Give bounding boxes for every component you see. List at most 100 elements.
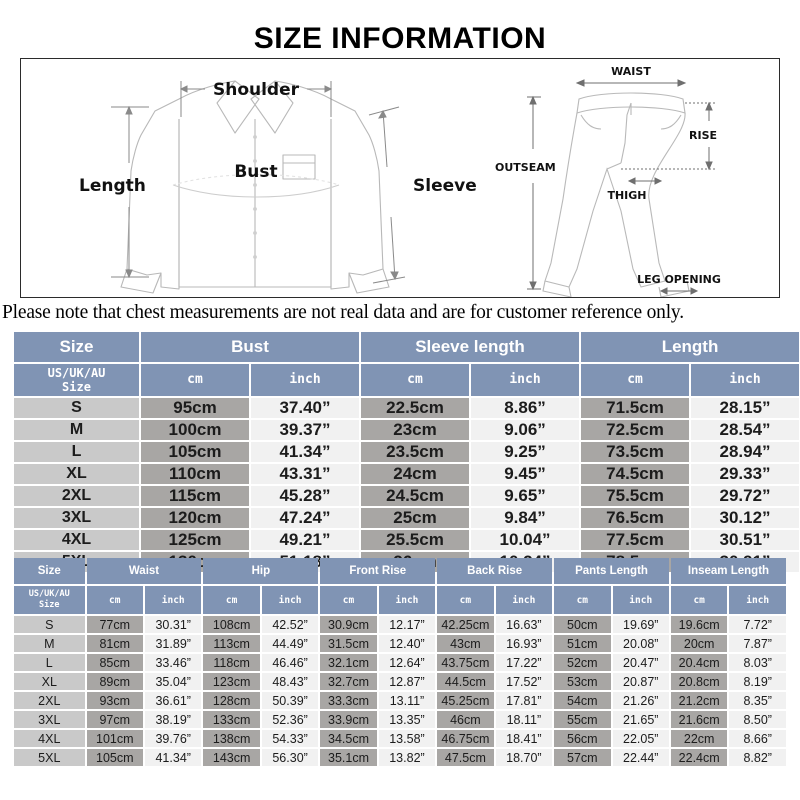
table_pants-pants_cm: 53cm [554,673,611,690]
table_pants-front_in: 12.87” [378,673,436,690]
unit-front-rise-inch: inch [378,586,436,614]
table_pants-waist_in: 30.31” [145,616,202,633]
table_pants-waist_in: 41.34” [145,749,202,766]
table_shirt-bust_cm: 115cm [141,486,249,506]
table_pants-inseam_in: 7.72” [729,616,786,633]
unit-pants-length-inch: inch [612,586,669,614]
table_shirt-bust_cm: 125cm [141,530,249,550]
table_pants-hip_in: 56.30” [261,749,319,766]
pants-label-outseam: OUTSEAM [495,161,556,174]
table-row: 2XL 115cm 45.28” 24.5cm 9.65” 75.5cm 29.72” [14,486,800,506]
table_pants-hip_cm: 128cm [203,692,260,709]
shirt-size-table: Size Bust Sleeve length Length US/UK/AU … [12,330,800,574]
unit-back-rise-cm: cm [437,586,494,614]
table_pants-waist_cm: 81cm [86,635,143,652]
unit-inseam-inch: inch [729,586,786,614]
table_pants-back_cm: 43cm [437,635,494,652]
table_pants-inseam_in: 8.82” [729,749,786,766]
table-header-group-row: Size Waist Hip Front Rise Back Rise Pant… [14,558,786,584]
table_pants-front_cm: 34.5cm [320,730,377,747]
size-header-line1: US/UK/AU [28,589,70,599]
table_pants-front_cm: 32.1cm [320,654,377,671]
table_pants-hip_cm: 133cm [203,711,260,728]
page-title: SIZE INFORMATION [253,22,547,55]
table_pants-pants_in: 22.44” [612,749,669,766]
table_pants-size: 2XL [14,692,85,709]
table_shirt-length_in: 30.12” [691,508,800,528]
table_shirt-length_cm: 73.5cm [581,442,690,462]
table_shirt-size: 2XL [14,486,139,506]
table_pants-back_in: 18.70” [495,749,553,766]
table_pants-back_in: 18.41” [495,730,553,747]
header-us-uk-au-size: US/UK/AU Size [14,364,139,396]
outseam-dimension-line [527,95,541,291]
header-us-uk-au-size: US/UK/AU Size [14,586,85,614]
table_shirt-bust_cm: 120cm [141,508,249,528]
table_shirt-sleeve_in: 8.86” [471,398,580,418]
table_pants-pants_cm: 52cm [554,654,611,671]
table_pants-waist_in: 33.46” [145,654,202,671]
table_pants-back_in: 16.93” [495,635,553,652]
unit-back-rise-inch: inch [495,586,553,614]
table_pants-waist_in: 31.89” [145,635,202,652]
table-row: 2XL 93cm 36.61” 128cm 50.39” 33.3cm 13.11” 45.2… [14,692,786,709]
table_pants-front_in: 13.35” [378,711,436,728]
table_pants-inseam_cm: 22cm [670,730,728,747]
header-hip: Hip [203,558,319,584]
table_shirt-bust_cm: 110cm [141,464,249,484]
table-row: 5XL 105cm 41.34” 143cm 56.30” 35.1cm 13.82” 47.… [14,749,786,766]
table_shirt-sleeve_cm: 24cm [361,464,469,484]
pants-size-table: Size Waist Hip Front Rise Back Rise Pant… [12,556,788,768]
table-header-group-row: Size Bust Sleeve length Length [14,332,800,362]
header-length: Length [581,332,800,362]
table_shirt-sleeve_in: 9.25” [471,442,580,462]
table_shirt-length_in: 28.94” [691,442,800,462]
header-inseam-length: Inseam Length [670,558,786,584]
table_pants-front_in: 13.58” [378,730,436,747]
table_pants-pants_cm: 57cm [554,749,611,766]
table_shirt-length_cm: 77.5cm [581,530,690,550]
table_pants-hip_cm: 113cm [203,635,260,652]
measurement-diagram-panel: Shoulder Length Sleeve [20,58,780,298]
table_shirt-sleeve_cm: 23.5cm [361,442,469,462]
unit-hip-inch: inch [261,586,319,614]
table_pants-inseam_in: 7.87” [729,635,786,652]
size-header-line2: Size [39,600,60,610]
table_shirt-sleeve_cm: 22.5cm [361,398,469,418]
table_pants-waist_cm: 77cm [86,616,143,633]
header-pants-length: Pants Length [554,558,669,584]
table-header-unit-row: US/UK/AU Size cm inch cm inch cm inch [14,364,800,396]
table_pants-hip_cm: 108cm [203,616,260,633]
table_pants-size: 4XL [14,730,85,747]
table_shirt-bust_in: 41.34” [251,442,359,462]
table_shirt-size: 4XL [14,530,139,550]
table_pants-pants_cm: 54cm [554,692,611,709]
table_shirt-length_cm: 71.5cm [581,398,690,418]
table_pants-waist_in: 38.19” [145,711,202,728]
table_shirt-sleeve_in: 9.45” [471,464,580,484]
table_pants-waist_in: 36.61” [145,692,202,709]
table_pants-back_cm: 47.5cm [437,749,494,766]
shirt-illustration [120,80,390,294]
size-header-line1: US/UK/AU [47,366,106,380]
table_shirt-length_cm: 75.5cm [581,486,690,506]
table_pants-waist_cm: 97cm [86,711,143,728]
table_shirt-sleeve_cm: 25cm [361,508,469,528]
table_shirt-size: L [14,442,139,462]
table_shirt-bust_in: 39.37” [251,420,359,440]
table_shirt-bust_in: 37.40” [251,398,359,418]
table_pants-hip_cm: 143cm [203,749,260,766]
unit-length-inch: inch [691,364,800,396]
table_pants-front_cm: 33.3cm [320,692,377,709]
header-waist: Waist [86,558,202,584]
table-row: L 85cm 33.46” 118cm 46.46” 32.1cm 12.64” 43.75c… [14,654,786,671]
table_pants-size: S [14,616,85,633]
thigh-dimension-line [627,177,663,185]
table_shirt-bust_cm: 105cm [141,442,249,462]
unit-bust-cm: cm [141,364,249,396]
table_pants-back_cm: 42.25cm [437,616,494,633]
table_pants-hip_cm: 123cm [203,673,260,690]
pants-illustration [542,92,690,297]
sleeve-dimension-line [368,106,406,284]
table_pants-front_in: 12.40” [378,635,436,652]
